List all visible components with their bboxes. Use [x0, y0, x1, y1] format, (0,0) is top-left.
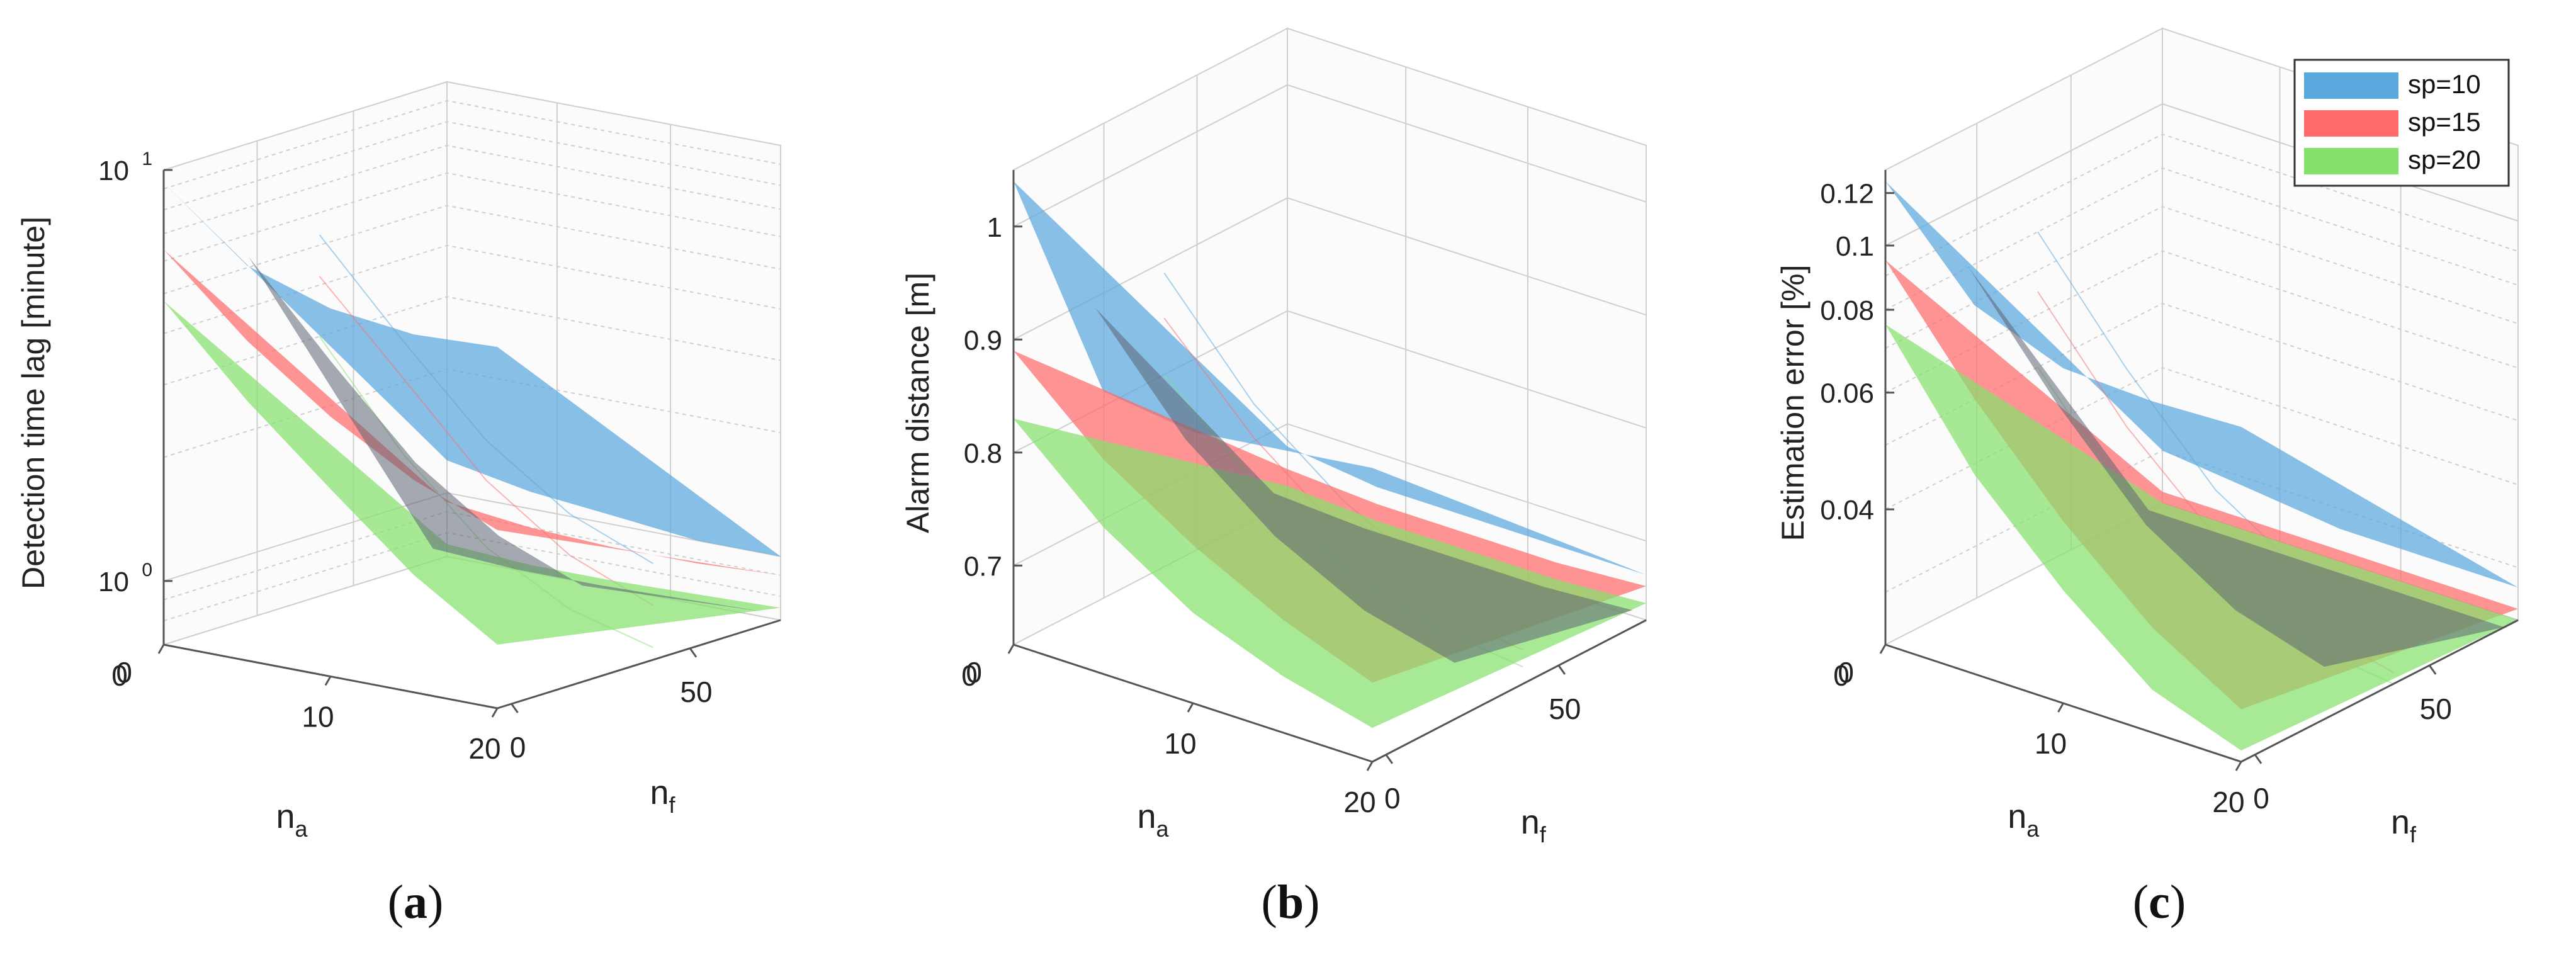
z-tick-label: 1	[987, 212, 1002, 243]
axis-text: 0 10 20 0 50 0.04 0.06 0.08 0.1 0.12 0 Estimation e…	[1775, 179, 2452, 847]
surfaces	[164, 183, 781, 648]
y-tick	[1557, 665, 1566, 675]
x-tick-label: 10	[2035, 727, 2067, 760]
surface-sp=20	[164, 301, 781, 645]
axes	[1007, 170, 1647, 771]
legend-label: sp=15	[2408, 107, 2481, 137]
surface-sp=15	[164, 249, 781, 575]
z-tick-exponent: 1	[142, 149, 152, 169]
x-tick-label: 10	[1164, 727, 1196, 760]
surface-sp=10	[164, 183, 781, 557]
x-axis-title: na	[1138, 798, 1170, 842]
y-tick	[689, 647, 698, 658]
x-tick	[1007, 644, 1015, 654]
x-tick	[491, 708, 499, 718]
legend-label: sp=10	[2408, 69, 2481, 99]
x-tick-label: 20	[468, 732, 500, 765]
y-axis-line	[2240, 619, 2519, 763]
z-tick-label: 0.9	[964, 325, 1002, 356]
y-axis-line	[497, 619, 781, 710]
x-axis-title: na	[276, 798, 308, 842]
x-tick	[1879, 644, 1887, 654]
axes	[1879, 170, 2519, 771]
z-tick-label: 10	[98, 567, 129, 597]
legend-swatch-sp=20	[2304, 148, 2398, 174]
z-axis-title: Alarm distance [m]	[900, 273, 935, 533]
axes	[157, 169, 781, 718]
x-tick	[157, 644, 165, 654]
legend-swatch-sp=15	[2304, 110, 2398, 137]
y-axis-line	[1372, 619, 1647, 763]
panel-c-chart: 0 10 20 0 50 0.04 0.06 0.08 0.1 0.12 0 Estimation e…	[1775, 27, 2519, 847]
z-tick-label: 0.8	[964, 438, 1002, 469]
x-tick	[324, 676, 332, 686]
z-axis-title: Estimation error [%]	[1775, 264, 1811, 541]
z-axis-title: Detection time lag [minute]	[16, 217, 51, 589]
y-tick-label: 0	[2253, 782, 2269, 815]
caption-b: (b)	[1261, 876, 1320, 929]
x-tick-label: 20	[2212, 786, 2244, 818]
z-tick-label: 0.7	[964, 551, 1002, 582]
x-tick	[2057, 703, 2064, 713]
y-axis-title: nf	[650, 774, 676, 818]
y-tick	[2428, 665, 2437, 675]
z-tick-label: 0.12	[1820, 179, 1874, 210]
surface-ridge-sp=15	[319, 276, 654, 606]
x-tick-label: 0	[961, 659, 978, 692]
y-tick-label: 50	[2420, 693, 2452, 725]
surface-overlap-region	[1095, 308, 1633, 663]
z-tick-label: 10	[98, 156, 129, 186]
z-tick-exponent: 0	[142, 560, 152, 580]
y-tick	[511, 703, 519, 713]
legend-swatch-sp=10	[2304, 72, 2398, 99]
legend: sp=10 sp=15 sp=20	[2293, 59, 2510, 187]
surface-sp=10	[1014, 181, 1646, 575]
z-origin-label: 0	[1838, 656, 1854, 689]
z-origin-label: 0	[116, 656, 132, 689]
surfaces	[1014, 181, 1646, 728]
surfaces	[1885, 181, 2518, 751]
y-tick-label: 0	[510, 731, 526, 764]
x-tick-label: 0	[111, 659, 128, 692]
x-tick	[2235, 761, 2242, 771]
x-tick-label: 10	[302, 701, 334, 733]
y-tick	[1385, 754, 1393, 764]
legend-label: sp=20	[2408, 145, 2481, 174]
x-tick-label: 0	[1833, 659, 1850, 692]
y-tick-label: 50	[1549, 693, 1581, 725]
x-tick	[1366, 761, 1374, 771]
y-tick-label: 50	[680, 676, 712, 708]
x-tick	[1187, 703, 1194, 713]
caption-c: (c)	[2132, 876, 2186, 929]
y-tick	[2254, 754, 2262, 764]
caption-a: (a)	[387, 876, 444, 929]
x-tick-label: 20	[1343, 786, 1376, 818]
y-tick-label: 0	[1384, 782, 1401, 815]
z-tick-label: 0.04	[1820, 495, 1874, 526]
z-origin-label: 0	[966, 656, 982, 689]
z-tick-label: 0.08	[1820, 295, 1874, 326]
x-axis-title: na	[2008, 798, 2040, 842]
z-tick-label: 0.06	[1820, 378, 1874, 409]
surface-overlap-region	[249, 257, 767, 613]
y-axis-title: nf	[1521, 803, 1547, 847]
z-tick-label: 0.1	[1836, 231, 1874, 262]
y-axis-title: nf	[2391, 803, 2417, 847]
surface-overlap-region	[1969, 267, 2504, 667]
gridlines	[163, 82, 781, 645]
surface-ridge-sp=10	[319, 234, 654, 565]
